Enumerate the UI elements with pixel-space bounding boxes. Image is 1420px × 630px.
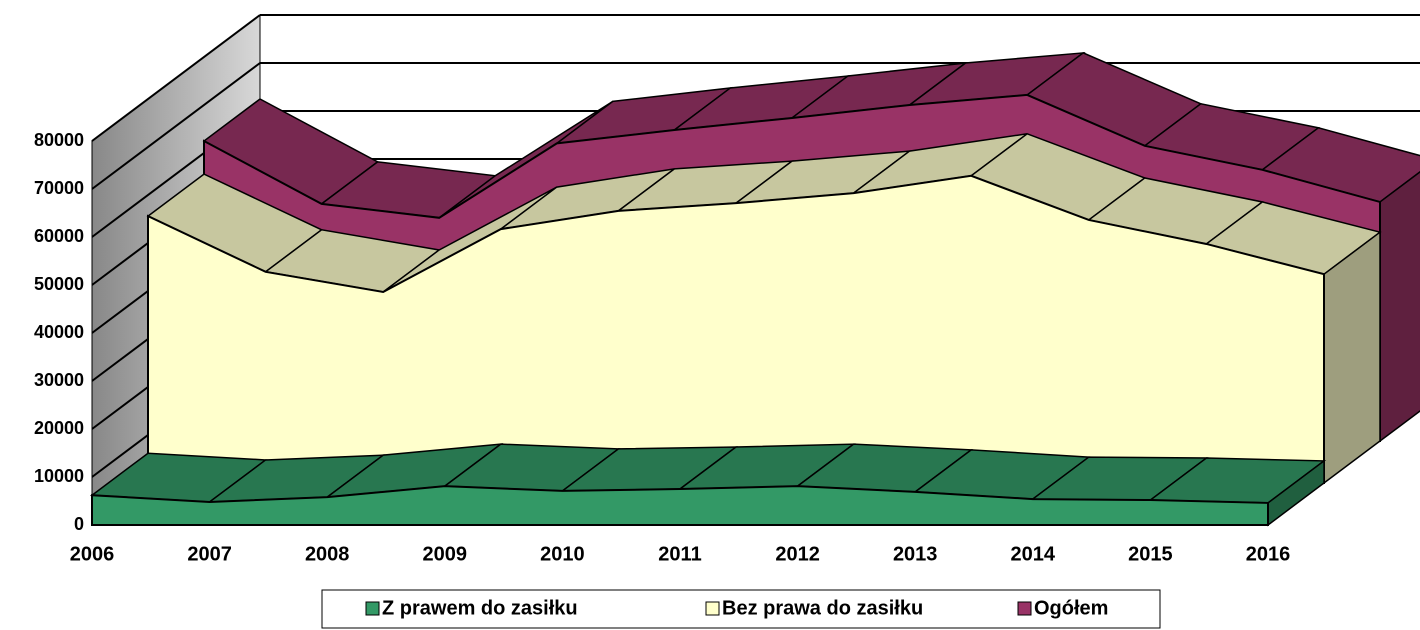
- legend-label: Bez prawa do zasiłku: [722, 597, 923, 619]
- x-tick-label: 2008: [305, 543, 350, 565]
- y-tick-label: 20000: [34, 418, 84, 438]
- y-tick-label: 70000: [34, 178, 84, 198]
- x-tick-label: 2013: [893, 543, 938, 565]
- x-tick-label: 2007: [187, 543, 232, 565]
- x-tick-label: 2009: [423, 543, 468, 565]
- legend-swatch: [365, 601, 380, 616]
- y-tick-label: 0: [74, 514, 84, 534]
- grid-line: [91, 62, 261, 190]
- y-tick-label: 50000: [34, 274, 84, 294]
- y-tick-label: 80000: [34, 130, 84, 150]
- area-end: [1379, 171, 1420, 443]
- y-tick-label: 10000: [34, 466, 84, 486]
- legend-swatch: [705, 601, 720, 616]
- area: [91, 485, 1269, 526]
- x-tick-label: 2014: [1011, 543, 1056, 565]
- x-tick-label: 2011: [658, 543, 701, 565]
- x-tick-label: 2006: [70, 543, 115, 565]
- x-tick-label: 2016: [1246, 543, 1291, 565]
- area: [147, 174, 1325, 484]
- y-tick-label: 40000: [34, 322, 84, 342]
- x-tick-label: 2015: [1128, 543, 1173, 565]
- legend-label: Ogółem: [1034, 597, 1108, 619]
- grid-line: [91, 14, 261, 142]
- y-tick-label: 30000: [34, 370, 84, 390]
- area-end: [1323, 230, 1381, 485]
- y-tick-label: 60000: [34, 226, 84, 246]
- x-tick-label: 2012: [775, 543, 820, 565]
- legend-swatch: [1017, 601, 1032, 616]
- x-tick-label: 2010: [540, 543, 585, 565]
- legend-label: Z prawem do zasiłku: [382, 597, 578, 619]
